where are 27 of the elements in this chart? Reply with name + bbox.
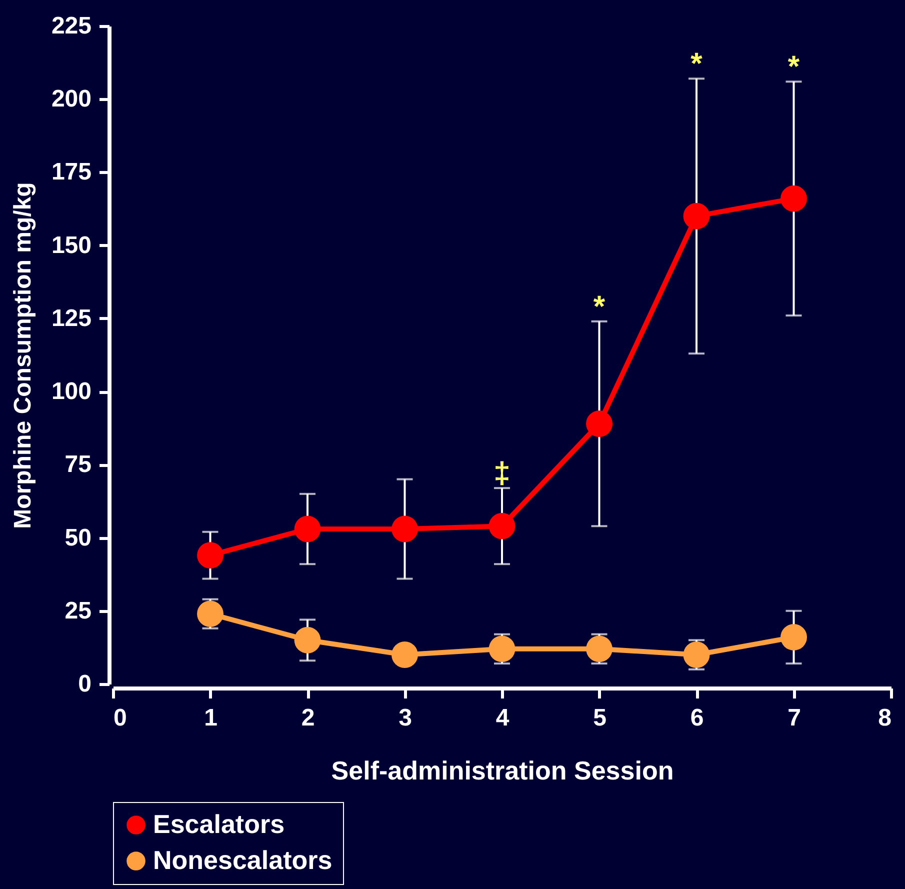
x-tick-label: 0 bbox=[114, 704, 127, 732]
y-tick-label: 175 bbox=[51, 158, 92, 186]
y-tick-label: 225 bbox=[51, 12, 92, 40]
x-tick-label: 5 bbox=[593, 704, 606, 732]
y-tick-label: 150 bbox=[51, 232, 92, 259]
x-tick-label: 6 bbox=[690, 704, 704, 732]
y-tick-label: 75 bbox=[64, 451, 92, 478]
x-tick-label: 3 bbox=[398, 704, 412, 732]
legend-label: Nonescalators bbox=[153, 845, 332, 875]
y-tick-label: 25 bbox=[64, 597, 92, 624]
x-tick-label: 8 bbox=[878, 704, 892, 732]
annotation: * bbox=[593, 290, 606, 324]
y-tick-label: 0 bbox=[78, 670, 92, 698]
y-tick-label: 100 bbox=[51, 378, 92, 406]
y-tick-label: 50 bbox=[64, 524, 92, 552]
x-axis-title: Self-administration Session bbox=[331, 756, 674, 786]
x-tick-label: 2 bbox=[301, 704, 315, 732]
y-tick-label: 200 bbox=[51, 86, 92, 113]
annotation: ‡ bbox=[494, 457, 510, 490]
y-tick-label: 125 bbox=[51, 304, 92, 332]
x-tick-label: 7 bbox=[788, 704, 801, 732]
legend-label: Escalators bbox=[153, 809, 285, 839]
y-axis-title: Morphine Consumption mg/kg bbox=[9, 182, 36, 529]
annotation: * bbox=[690, 48, 703, 81]
x-tick-label: 1 bbox=[204, 704, 218, 732]
annotation: * bbox=[788, 50, 800, 84]
x-tick-label: 4 bbox=[496, 704, 510, 732]
